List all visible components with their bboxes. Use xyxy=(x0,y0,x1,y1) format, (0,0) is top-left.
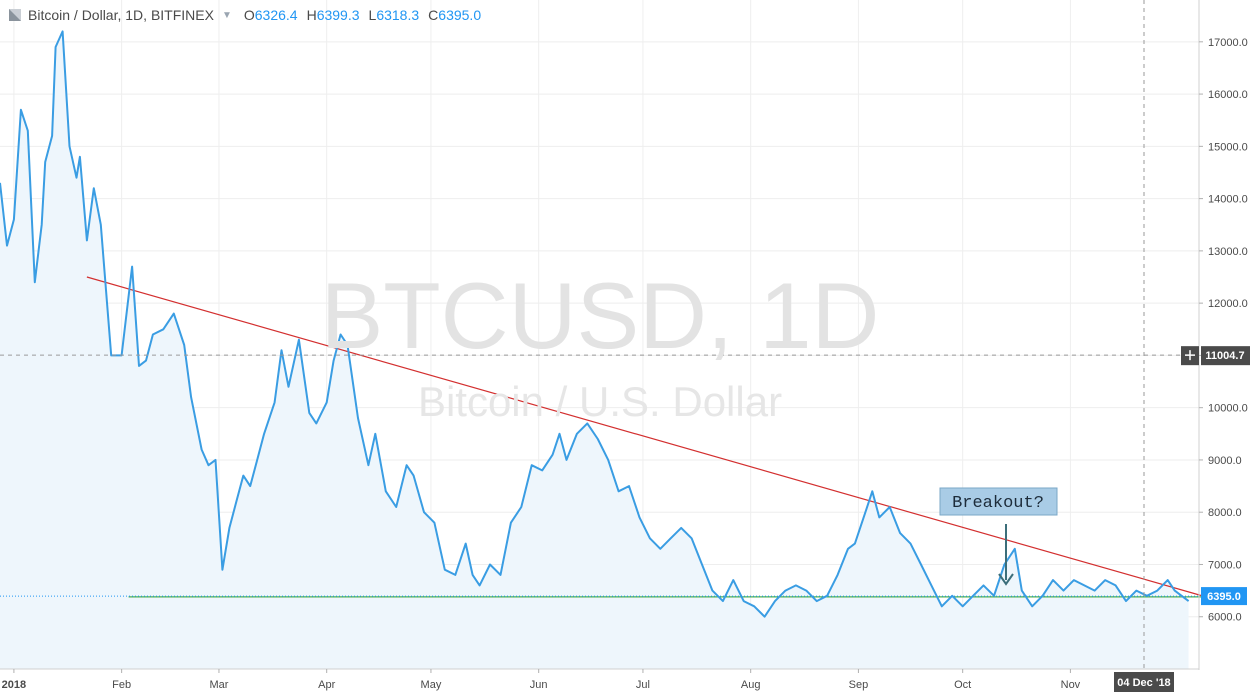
chevron-down-icon[interactable]: ▼ xyxy=(221,9,232,21)
descending-trendline xyxy=(86,276,1207,598)
open-label: O xyxy=(243,7,255,23)
y-tick-label: 7000.0 xyxy=(1208,559,1242,571)
annotation-box xyxy=(939,487,1058,516)
ohlc-values: O6326.4 H6399.3 L6318.3 C6395.0 xyxy=(244,7,481,23)
price-area-fill xyxy=(0,31,1189,669)
x-tick-label: Oct xyxy=(954,679,971,691)
y-tick-label: 15000.0 xyxy=(1208,141,1248,153)
watermark-symbol: BTCUSD, 1D xyxy=(321,263,880,368)
x-tick-label: Apr xyxy=(318,679,335,691)
symbol-title[interactable]: Bitcoin / Dollar, 1D, BITFINEX xyxy=(28,7,214,23)
open-value: 6326.4 xyxy=(254,7,298,23)
low-label: L xyxy=(368,7,377,23)
x-tick-label: Aug xyxy=(741,679,761,691)
high-label: H xyxy=(306,7,317,23)
close-value: 6395.0 xyxy=(438,7,482,23)
low-value: 6318.3 xyxy=(376,7,420,23)
x-tick-label: Feb xyxy=(112,679,131,691)
y-tick-label: 17000.0 xyxy=(1208,37,1248,49)
x-tick-label: Jun xyxy=(530,679,548,691)
x-tick-label: Nov xyxy=(1061,679,1081,691)
svg-text:6395.0: 6395.0 xyxy=(1207,591,1241,603)
svg-text:04 Dec '18: 04 Dec '18 xyxy=(1117,677,1170,689)
symbol-icon[interactable] xyxy=(8,8,22,22)
y-tick-label: 13000.0 xyxy=(1208,246,1248,258)
x-tick-label: Jul xyxy=(636,679,650,691)
annotation-text: Breakout? xyxy=(952,494,1044,513)
y-tick-label: 6000.0 xyxy=(1208,612,1242,624)
x-tick-label: 2018 xyxy=(2,679,26,691)
y-tick-label: 8000.0 xyxy=(1208,507,1242,519)
breakout-annotation[interactable]: Breakout? xyxy=(939,487,1058,586)
price-line xyxy=(0,30,1190,618)
high-value: 6399.3 xyxy=(316,7,360,23)
y-tick-label: 16000.0 xyxy=(1208,89,1248,101)
y-tick-label: 9000.0 xyxy=(1208,455,1242,467)
chart-header: Bitcoin / Dollar, 1D, BITFINEX ▼ O6326.4… xyxy=(0,0,481,30)
y-tick-label: 10000.0 xyxy=(1208,403,1248,415)
y-tick-label: 14000.0 xyxy=(1208,194,1248,206)
crosshair-price-tag: 11004.7 xyxy=(1201,346,1250,366)
y-tick-label: 12000.0 xyxy=(1208,298,1248,310)
close-label: C xyxy=(428,7,439,23)
x-tick-label: May xyxy=(421,679,442,691)
x-tick-label: Mar xyxy=(209,679,228,691)
time-axis[interactable]: 2018 Feb Mar Apr May Jun Jul Aug Sep Oct Nov xyxy=(2,669,1081,691)
crosshair-date-tag: 04 Dec '18 xyxy=(1114,672,1174,692)
last-price-tag: 6395.0 xyxy=(1201,587,1247,606)
x-tick-label: Sep xyxy=(849,679,869,691)
watermark: BTCUSD, 1D Bitcoin / U.S. Dollar xyxy=(321,263,880,425)
annotation-arrow-head xyxy=(998,573,1014,586)
watermark-name: Bitcoin / U.S. Dollar xyxy=(418,378,782,425)
crosshair-plus-icon[interactable] xyxy=(1181,346,1199,366)
svg-text:11004.7: 11004.7 xyxy=(1205,350,1244,362)
